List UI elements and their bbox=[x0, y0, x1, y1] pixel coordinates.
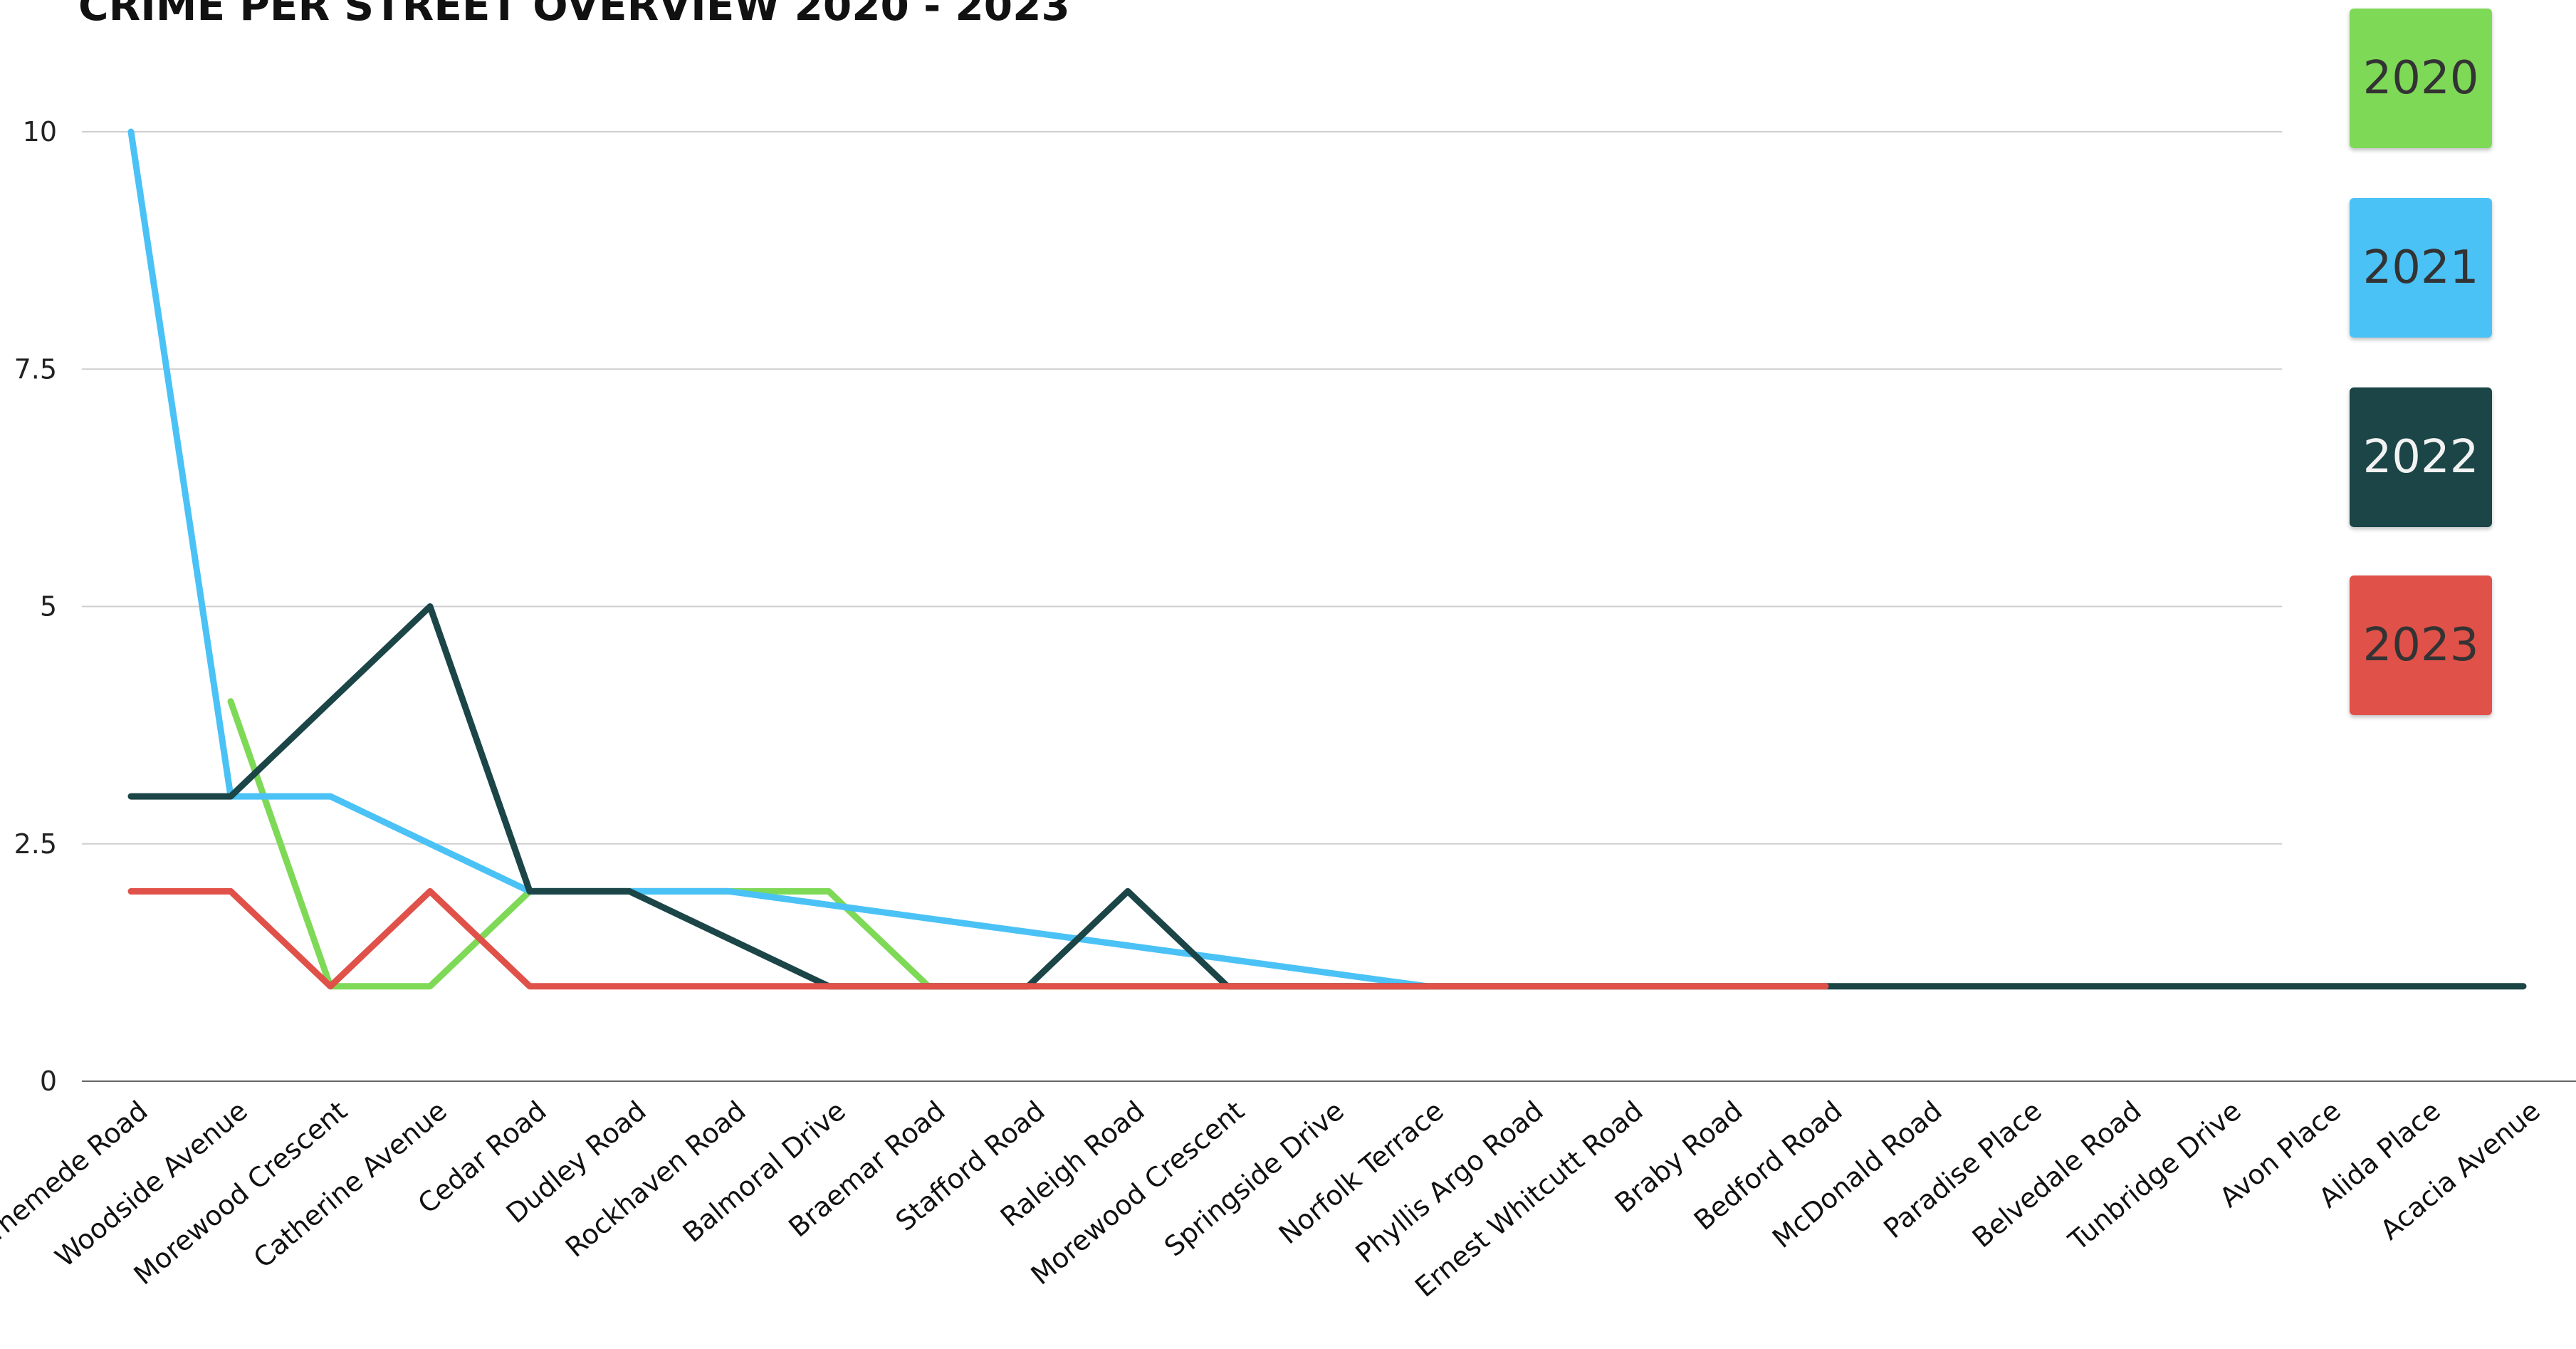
x-tick-label: Belvedale Road bbox=[1967, 1095, 2147, 1254]
x-tick-label: Springside Drive bbox=[1158, 1095, 1350, 1262]
x-tick-label: Catherine Avenue bbox=[248, 1095, 453, 1274]
legend-item-2022: 2022 bbox=[2350, 387, 2492, 527]
legend-label: 2022 bbox=[2362, 431, 2479, 484]
grid-lines bbox=[82, 131, 2282, 845]
y-axis-ticks: 0 2.5 5 7.5 10 bbox=[14, 116, 57, 1097]
x-tick-label: Phyllis Argo Road bbox=[1350, 1095, 1549, 1269]
series-line-2021 bbox=[127, 128, 1430, 990]
x-tick-label: Tunbridge Drive bbox=[2062, 1095, 2247, 1257]
legend-label: 2023 bbox=[2362, 619, 2479, 672]
legend-label: 2020 bbox=[2362, 52, 2479, 105]
y-tick-label: 10 bbox=[23, 116, 57, 147]
series-lines bbox=[127, 128, 2527, 990]
legend-item-2023: 2023 bbox=[2350, 575, 2492, 715]
legend-item-2021: 2021 bbox=[2350, 198, 2492, 338]
y-tick-label: 7.5 bbox=[14, 353, 57, 385]
x-tick-label: McDonald Road bbox=[1766, 1095, 1948, 1254]
y-tick-label: 0 bbox=[40, 1066, 57, 1097]
y-tick-label: 5 bbox=[40, 591, 57, 623]
x-tick-label: Rockhaven Road bbox=[560, 1095, 752, 1264]
x-tick-label: Norfolk Terrace bbox=[1273, 1095, 1450, 1250]
series-line-2023 bbox=[127, 887, 1829, 990]
legend-label: 2021 bbox=[2362, 241, 2479, 294]
chart-title: CRIME PER STREET OVERVIEW 2020 - 2023 bbox=[78, 0, 1070, 30]
y-tick-label: 2.5 bbox=[14, 828, 57, 860]
legend-item-2020: 2020 bbox=[2350, 9, 2492, 148]
